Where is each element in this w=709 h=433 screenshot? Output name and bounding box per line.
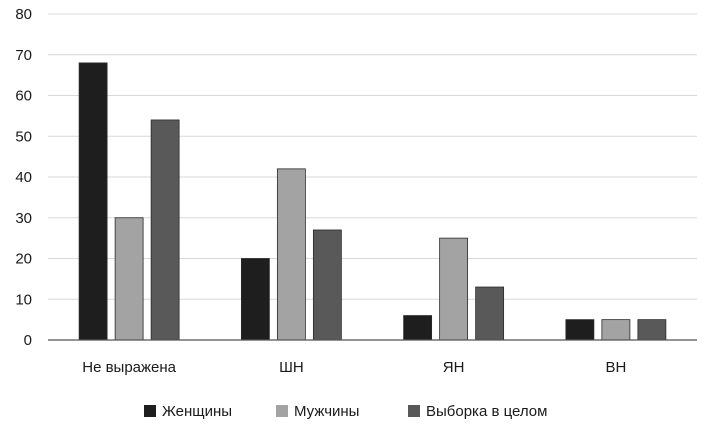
bar <box>439 237 469 341</box>
y-tick-label: 40 <box>15 169 32 186</box>
legend-swatch <box>408 405 420 417</box>
x-category-label: ШН <box>279 359 304 376</box>
legend-swatch <box>144 405 156 417</box>
bars <box>78 62 667 341</box>
bar <box>565 319 595 341</box>
gridlines <box>48 13 697 300</box>
y-tick-label: 70 <box>15 47 32 64</box>
x-category-label: Не выражена <box>82 359 176 376</box>
bar <box>403 315 433 341</box>
y-tick-label: 20 <box>15 251 32 268</box>
y-axis-tick-labels: 0 10 20 30 40 50 60 70 80 <box>15 6 32 349</box>
y-tick-label: 10 <box>15 291 32 308</box>
bar <box>150 119 180 341</box>
legend-label: Женщины <box>162 403 232 420</box>
bar <box>475 286 505 341</box>
y-tick-label: 60 <box>15 88 32 105</box>
y-tick-label: 80 <box>15 6 32 23</box>
x-category-label: ЯН <box>443 359 465 376</box>
bar <box>78 62 108 341</box>
bar <box>276 168 306 341</box>
y-tick-label: 0 <box>24 332 32 349</box>
legend: Женщины Мужчины Выборка в целом <box>144 403 547 420</box>
x-axis-category-labels: Не выражена ШН ЯН ВН <box>82 359 626 376</box>
bar <box>637 319 667 341</box>
x-category-label: ВН <box>605 359 626 376</box>
legend-swatch <box>276 405 288 417</box>
legend-label: Выборка в целом <box>426 403 547 420</box>
bar <box>312 229 342 341</box>
bar <box>601 319 631 341</box>
legend-label: Мужчины <box>294 403 359 420</box>
y-tick-label: 30 <box>15 210 32 227</box>
bar <box>114 217 144 341</box>
bar <box>240 258 270 341</box>
y-tick-label: 50 <box>15 128 32 145</box>
